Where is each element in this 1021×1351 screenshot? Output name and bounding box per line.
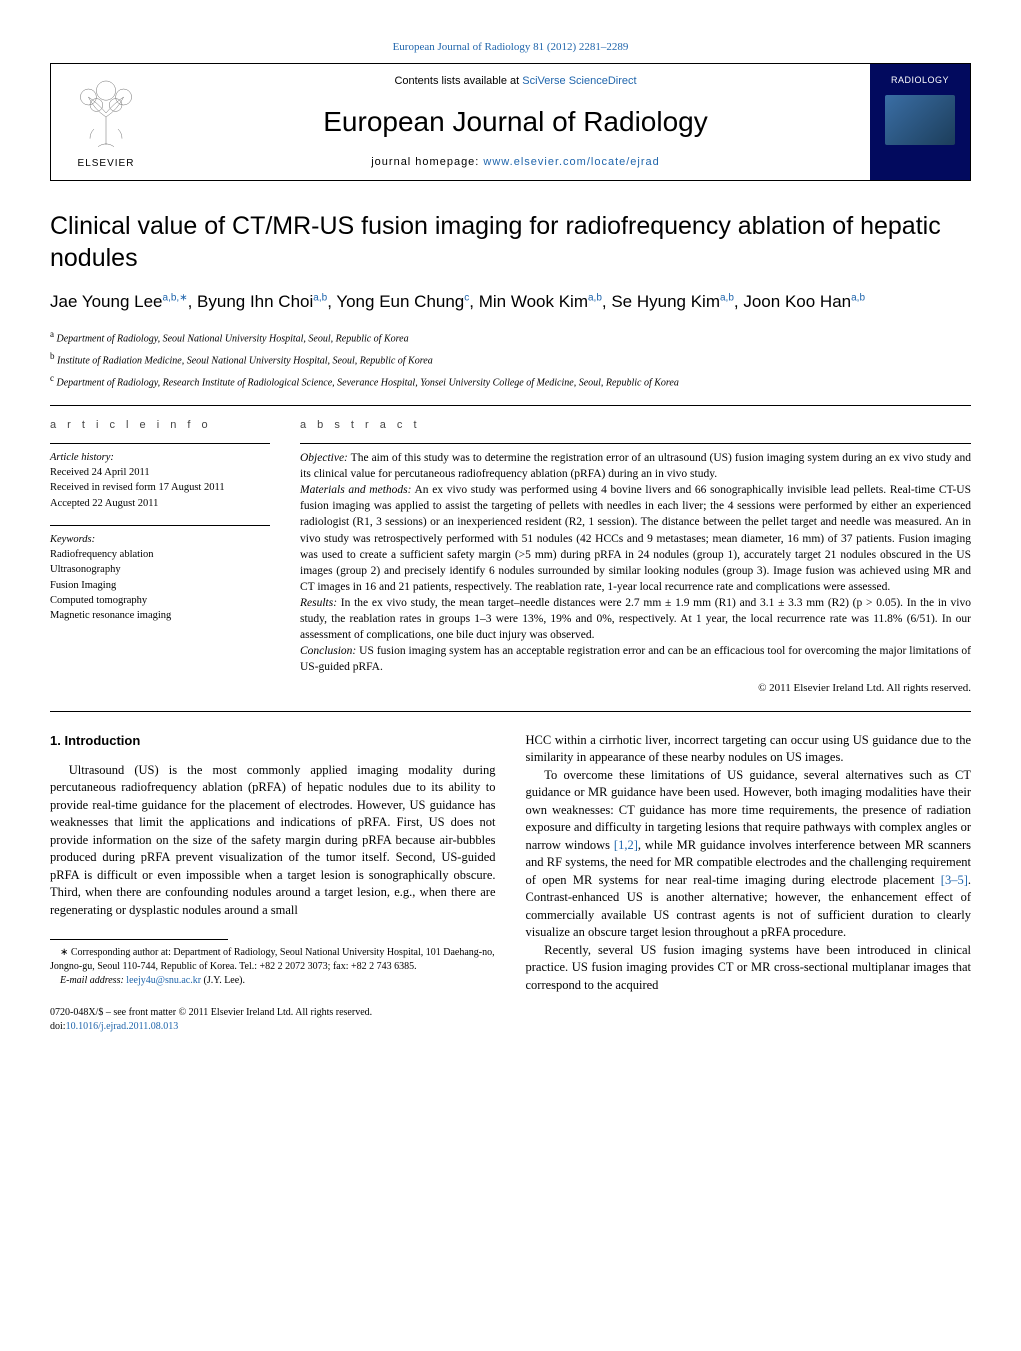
body-paragraph: HCC within a cirrhotic liver, incorrect …	[526, 732, 972, 767]
abstract-column: a b s t r a c t Objective: The aim of th…	[300, 418, 971, 697]
abstract-objective-text: The aim of this study was to determine t…	[300, 452, 971, 480]
abstract-body: Objective: The aim of this study was to …	[300, 450, 971, 675]
affiliation: c Department of Radiology, Research Inst…	[50, 372, 971, 390]
email-footnote: E-mail address: leejy4u@snu.ac.kr (J.Y. …	[50, 974, 496, 988]
doi-footer: doi:10.1016/j.ejrad.2011.08.013	[50, 1020, 496, 1034]
contents-prefix: Contents lists available at	[394, 75, 522, 87]
email-link[interactable]: leejy4u@snu.ac.kr	[126, 975, 201, 986]
body-paragraph: Ultrasound (US) is the most commonly app…	[50, 762, 496, 920]
citation-link[interactable]: [1,2]	[614, 838, 638, 852]
body-two-column: 1. Introduction Ultrasound (US) is the m…	[50, 732, 971, 1035]
divider	[50, 443, 270, 444]
journal-title: European Journal of Radiology	[323, 102, 707, 141]
doi-link[interactable]: 10.1016/j.ejrad.2011.08.013	[66, 1021, 179, 1032]
abstract-heading: a b s t r a c t	[300, 418, 971, 433]
article-info-column: a r t i c l e i n f o Article history: R…	[50, 418, 270, 697]
affiliation-text: Institute of Radiation Medicine, Seoul N…	[57, 355, 433, 366]
keywords-block: Keywords: Radiofrequency ablation Ultras…	[50, 532, 270, 623]
history-item: Accepted 22 August 2011	[50, 496, 270, 511]
homepage-prefix: journal homepage:	[371, 156, 483, 168]
email-label: E-mail address:	[60, 975, 124, 986]
abstract-copyright: © 2011 Elsevier Ireland Ltd. All rights …	[300, 681, 971, 696]
keyword: Ultrasonography	[50, 562, 270, 577]
affiliation-text: Department of Radiology, Seoul National …	[57, 333, 409, 344]
sciencedirect-link[interactable]: SciVerse ScienceDirect	[522, 75, 636, 87]
journal-homepage-link[interactable]: www.elsevier.com/locate/ejrad	[483, 156, 659, 168]
corresponding-author-footnote: ∗ Corresponding author at: Department of…	[50, 946, 496, 974]
body-paragraph: To overcome these limitations of US guid…	[526, 767, 972, 942]
divider	[300, 443, 971, 444]
author-list: Jae Young Leea,b,∗, Byung Ihn Choia,b, Y…	[50, 290, 971, 314]
email-author: (J.Y. Lee).	[201, 975, 245, 986]
keywords-label: Keywords:	[50, 532, 270, 547]
affiliation-sup: a	[50, 329, 54, 339]
history-item: Received in revised form 17 August 2011	[50, 480, 270, 495]
divider	[50, 711, 971, 712]
affiliation: b Institute of Radiation Medicine, Seoul…	[50, 350, 971, 368]
section-heading: 1. Introduction	[50, 732, 496, 750]
article-history-block: Article history: Received 24 April 2011 …	[50, 450, 270, 511]
abstract-objective-label: Objective:	[300, 452, 348, 464]
body-paragraph: Recently, several US fusion imaging syst…	[526, 942, 972, 995]
journal-homepage-line: journal homepage: www.elsevier.com/locat…	[371, 155, 660, 170]
journal-cover-thumbnail: RADIOLOGY	[870, 64, 970, 180]
contents-available-line: Contents lists available at SciVerse Sci…	[394, 74, 636, 89]
issn-footer: 0720-048X/$ – see front matter © 2011 El…	[50, 1006, 496, 1020]
keyword: Magnetic resonance imaging	[50, 608, 270, 623]
body-column-left: 1. Introduction Ultrasound (US) is the m…	[50, 732, 496, 1035]
footnote-divider	[50, 939, 228, 940]
doi-prefix: doi:	[50, 1021, 66, 1032]
affiliation: a Department of Radiology, Seoul Nationa…	[50, 328, 971, 346]
journal-reference: European Journal of Radiology 81 (2012) …	[50, 40, 971, 55]
article-info-heading: a r t i c l e i n f o	[50, 418, 270, 433]
journal-header-box: ELSEVIER Contents lists available at Sci…	[50, 63, 971, 181]
citation-link[interactable]: [3–5]	[941, 873, 968, 887]
divider	[50, 405, 971, 406]
history-label: Article history:	[50, 450, 270, 465]
history-item: Received 24 April 2011	[50, 465, 270, 480]
divider	[50, 525, 270, 526]
publisher-logo: ELSEVIER	[51, 64, 161, 180]
cover-label: RADIOLOGY	[891, 74, 949, 87]
abstract-conclusion-text: US fusion imaging system has an acceptab…	[300, 645, 971, 673]
elsevier-tree-icon	[66, 73, 146, 153]
abstract-results-label: Results:	[300, 597, 337, 609]
header-center: Contents lists available at SciVerse Sci…	[161, 64, 870, 180]
article-title: Clinical value of CT/MR-US fusion imagin…	[50, 211, 971, 274]
affiliation-sup: b	[50, 351, 55, 361]
affiliation-sup: c	[50, 373, 54, 383]
publisher-name: ELSEVIER	[78, 157, 135, 171]
abstract-results-text: In the ex vivo study, the mean target–ne…	[300, 597, 971, 641]
affiliation-text: Department of Radiology, Research Instit…	[57, 378, 679, 389]
cover-image-icon	[885, 95, 955, 145]
keyword: Fusion Imaging	[50, 578, 270, 593]
abstract-materials-label: Materials and methods:	[300, 484, 411, 496]
body-column-right: HCC within a cirrhotic liver, incorrect …	[526, 732, 972, 1035]
keyword: Computed tomography	[50, 593, 270, 608]
keyword: Radiofrequency ablation	[50, 547, 270, 562]
abstract-conclusion-label: Conclusion:	[300, 645, 356, 657]
abstract-materials-text: An ex vivo study was performed using 4 b…	[300, 484, 971, 593]
